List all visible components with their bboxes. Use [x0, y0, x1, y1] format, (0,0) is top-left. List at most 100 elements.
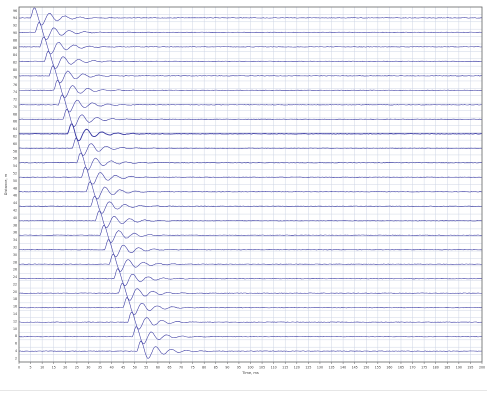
x-tick-label: 50	[133, 366, 137, 370]
y-tick-label: 54	[13, 164, 17, 168]
y-tick-label: 50	[13, 179, 17, 183]
x-tick-label: 195	[467, 366, 473, 370]
x-tick-label: 145	[352, 366, 358, 370]
y-tick-label: 58	[13, 149, 17, 153]
x-tick-label: 150	[363, 366, 369, 370]
trace-1	[18, 7, 483, 26]
y-tick-label: 76	[13, 83, 17, 87]
y-tick-label: 78	[13, 75, 17, 79]
x-tick-label: 95	[237, 366, 241, 370]
x-tick-label: 185	[444, 366, 450, 370]
x-tick-label: 175	[421, 366, 427, 370]
x-tick-label: 120	[294, 366, 300, 370]
y-tick-label: 28	[13, 260, 17, 264]
y-tick-label: 16	[13, 305, 17, 309]
y-tick-label: 32	[13, 245, 17, 249]
x-tick-label: 30	[86, 366, 90, 370]
y-tick-label: 42	[13, 208, 17, 212]
y-tick-label: 86	[13, 46, 17, 50]
y-tick-label: 70	[13, 105, 17, 109]
trace-24	[18, 340, 483, 359]
y-tick-label: 46	[13, 194, 17, 198]
x-tick-label: 60	[156, 366, 160, 370]
y-tick-label: 92	[13, 24, 17, 28]
y-tick-label: 56	[13, 157, 17, 161]
y-tick-label: 84	[13, 53, 17, 57]
y-tick-label: 82	[13, 61, 17, 65]
trace-17	[18, 239, 483, 258]
trace-6	[18, 79, 483, 98]
trace-9	[18, 123, 483, 142]
y-tick-label: 2	[15, 356, 17, 360]
grid	[18, 6, 483, 363]
y-tick-label: 8	[15, 334, 17, 338]
x-tick-label: 170	[410, 366, 416, 370]
y-axis-ticks: 9694929088868482807876747270686664626058…	[13, 9, 17, 361]
trace-19	[18, 268, 483, 286]
trace-8	[18, 108, 483, 127]
trace-23	[18, 326, 483, 345]
x-tick-label: 45	[121, 366, 125, 370]
trace-10	[18, 137, 483, 156]
x-tick-label: 15	[52, 366, 56, 370]
x-tick-label: 5	[30, 366, 32, 370]
y-tick-label: 4	[15, 349, 17, 353]
y-tick-label: 30	[13, 253, 17, 257]
y-tick-label: 74	[13, 90, 17, 94]
y-tick-label: 64	[13, 127, 17, 131]
x-tick-label: 180	[433, 366, 439, 370]
x-tick-label: 105	[259, 366, 265, 370]
x-tick-label: 155	[375, 366, 381, 370]
trace-18	[18, 253, 483, 272]
x-tick-label: 80	[202, 366, 206, 370]
trace-22	[18, 311, 483, 330]
trace-3	[18, 36, 483, 55]
trace-7	[18, 94, 483, 113]
trace-15	[18, 210, 483, 228]
x-tick-label: 65	[167, 366, 171, 370]
x-tick-label: 85	[214, 366, 218, 370]
x-tick-label: 70	[179, 366, 183, 370]
y-tick-label: 36	[13, 231, 17, 235]
trace-21	[18, 297, 483, 316]
divider	[0, 390, 487, 391]
trace-16	[18, 224, 483, 243]
y-tick-label: 68	[13, 112, 17, 116]
y-tick-label: 66	[13, 120, 17, 124]
x-tick-label: 190	[456, 366, 462, 370]
x-tick-label: 165	[398, 366, 404, 370]
trace-14	[18, 195, 483, 214]
traces	[18, 7, 483, 359]
y-tick-label: 52	[13, 172, 17, 176]
y-tick-label: 90	[13, 31, 17, 35]
y-tick-label: 34	[13, 238, 17, 242]
y-tick-label: 38	[13, 223, 17, 227]
y-tick-label: 20	[13, 290, 17, 294]
x-tick-label: 20	[63, 366, 67, 370]
x-tick-label: 135	[328, 366, 334, 370]
x-tick-label: 40	[110, 366, 114, 370]
y-tick-label: 80	[13, 68, 17, 72]
x-tick-label: 75	[191, 366, 195, 370]
trace-4	[18, 50, 482, 69]
trace-5	[18, 65, 483, 84]
y-tick-label: 10	[13, 327, 17, 331]
x-tick-label: 160	[386, 366, 392, 370]
y-tick-label: 12	[13, 319, 17, 323]
y-tick-label: 6	[15, 342, 17, 346]
x-tick-label: 35	[98, 366, 102, 370]
trace-13	[18, 181, 483, 200]
y-tick-label: 96	[13, 9, 17, 13]
y-tick-label: 26	[13, 268, 17, 272]
x-tick-label: 90	[225, 366, 229, 370]
x-axis-label: Time, ms	[241, 371, 259, 375]
x-tick-label: 110	[271, 366, 277, 370]
trace-20	[18, 282, 483, 301]
y-tick-label: 22	[13, 282, 17, 286]
x-axis-ticks: 0 5 10 15 20 25 30 35 40 45 50 55 60 65 70 75 80 85 90 95 10…	[18, 362, 485, 370]
x-tick-label: 25	[75, 366, 79, 370]
y-tick-label: 40	[13, 216, 17, 220]
y-axis-label: Distance, m	[4, 173, 8, 195]
trace-11	[18, 152, 482, 171]
